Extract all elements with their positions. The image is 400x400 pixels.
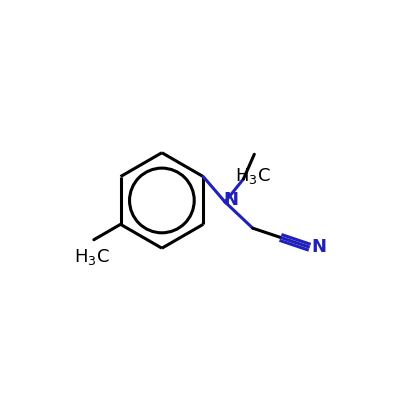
Text: H$_3$C: H$_3$C — [235, 166, 271, 186]
Text: N: N — [223, 190, 238, 208]
Text: H$_3$C: H$_3$C — [74, 248, 110, 268]
Text: N: N — [312, 238, 326, 256]
